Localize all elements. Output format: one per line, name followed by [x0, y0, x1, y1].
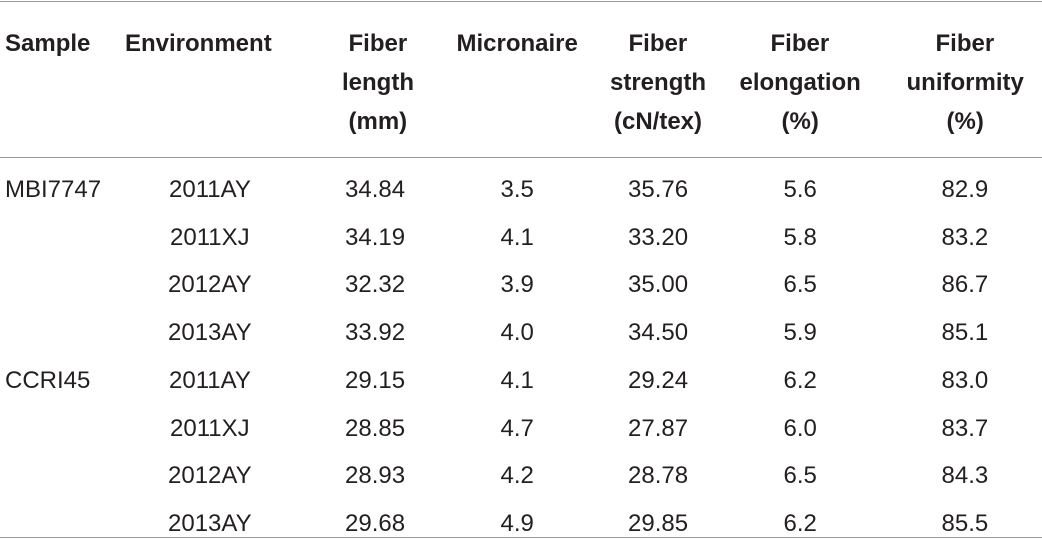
column-header: Sample [5, 30, 91, 57]
table-cell: 28.93 [345, 462, 406, 490]
table-cell: 29.24 [628, 366, 689, 394]
column-header: (%) [946, 108, 984, 135]
table-cell: 3.5 [500, 176, 534, 203]
column-header: Fiber [628, 30, 688, 57]
table-cell: 34.19 [345, 223, 406, 251]
column-header: Fiber [935, 30, 995, 57]
sample-name: MBI7747 [5, 176, 102, 203]
table-cell: 4.9 [500, 509, 534, 537]
table-cell: 2011AY [169, 366, 251, 394]
table-cell: 4.7 [500, 414, 534, 442]
table-cell: 6.2 [783, 509, 817, 537]
column-header: Environment [125, 30, 272, 57]
table-cell: 84.3 [941, 462, 989, 490]
column-header: strength [610, 69, 706, 96]
table-cell: 28.78 [628, 462, 689, 490]
column-header: (%) [781, 108, 819, 135]
table-cell: 29.15 [345, 366, 406, 394]
table-cell: 29.68 [345, 509, 406, 537]
table-cell: 2011XJ [170, 223, 250, 251]
table-cell: 2011AY [169, 176, 251, 203]
table-cell: 85.5 [941, 509, 989, 537]
table-cell: 83.0 [941, 366, 989, 394]
table-cell: 3.9 [500, 271, 534, 299]
table-cell: 2011XJ [170, 414, 250, 442]
table-cell: 35.00 [628, 271, 689, 299]
bottom-rule [0, 537, 1042, 538]
table-cell: 28.85 [345, 414, 406, 442]
table-cell: 6.0 [783, 414, 817, 442]
table-cell: 4.2 [500, 462, 534, 490]
table-cell: 34.50 [628, 319, 689, 347]
table-cell: 83.7 [941, 414, 989, 442]
table-cell: 33.92 [345, 319, 406, 347]
column-header: length [342, 69, 414, 96]
table-cell: 4.0 [500, 319, 534, 347]
column-header: Micronaire [456, 30, 578, 57]
table-cell: 5.9 [783, 319, 817, 347]
table-cell: 33.20 [628, 223, 689, 251]
table-cell: 2012AY [168, 462, 252, 490]
column-header: (mm) [348, 108, 408, 135]
table-cell: 2013AY [168, 509, 252, 537]
column-header: (cN/tex) [614, 108, 703, 135]
column-header: elongation [739, 69, 861, 96]
column-header: Fiber [770, 30, 830, 57]
table-cell: 35.76 [628, 176, 689, 203]
table-cell: 83.2 [941, 223, 989, 251]
sample-name: CCRI45 [5, 366, 91, 394]
table-cell: 4.1 [500, 223, 534, 251]
table-cell: 6.5 [783, 462, 817, 490]
table-cell: 5.8 [783, 223, 817, 251]
table-cell: 27.87 [628, 414, 689, 442]
table-cell: 2013AY [168, 319, 252, 347]
table-cell: 29.85 [628, 509, 689, 537]
table-cell: 6.2 [783, 366, 817, 394]
table-cell: 86.7 [941, 271, 989, 299]
table-cell: 6.5 [783, 271, 817, 299]
table-cell: 4.1 [500, 366, 534, 394]
top-rule [0, 1, 1042, 2]
table-cell: 82.9 [941, 176, 989, 203]
table-cell: 2012AY [168, 271, 252, 299]
header-rule [0, 157, 1042, 158]
table-cell: 85.1 [941, 319, 989, 347]
table-cell: 32.32 [345, 271, 406, 299]
table-cell: 5.6 [783, 176, 817, 203]
table-cell: 34.84 [345, 176, 406, 203]
column-header: Fiber [348, 30, 408, 57]
column-header: uniformity [906, 69, 1024, 96]
